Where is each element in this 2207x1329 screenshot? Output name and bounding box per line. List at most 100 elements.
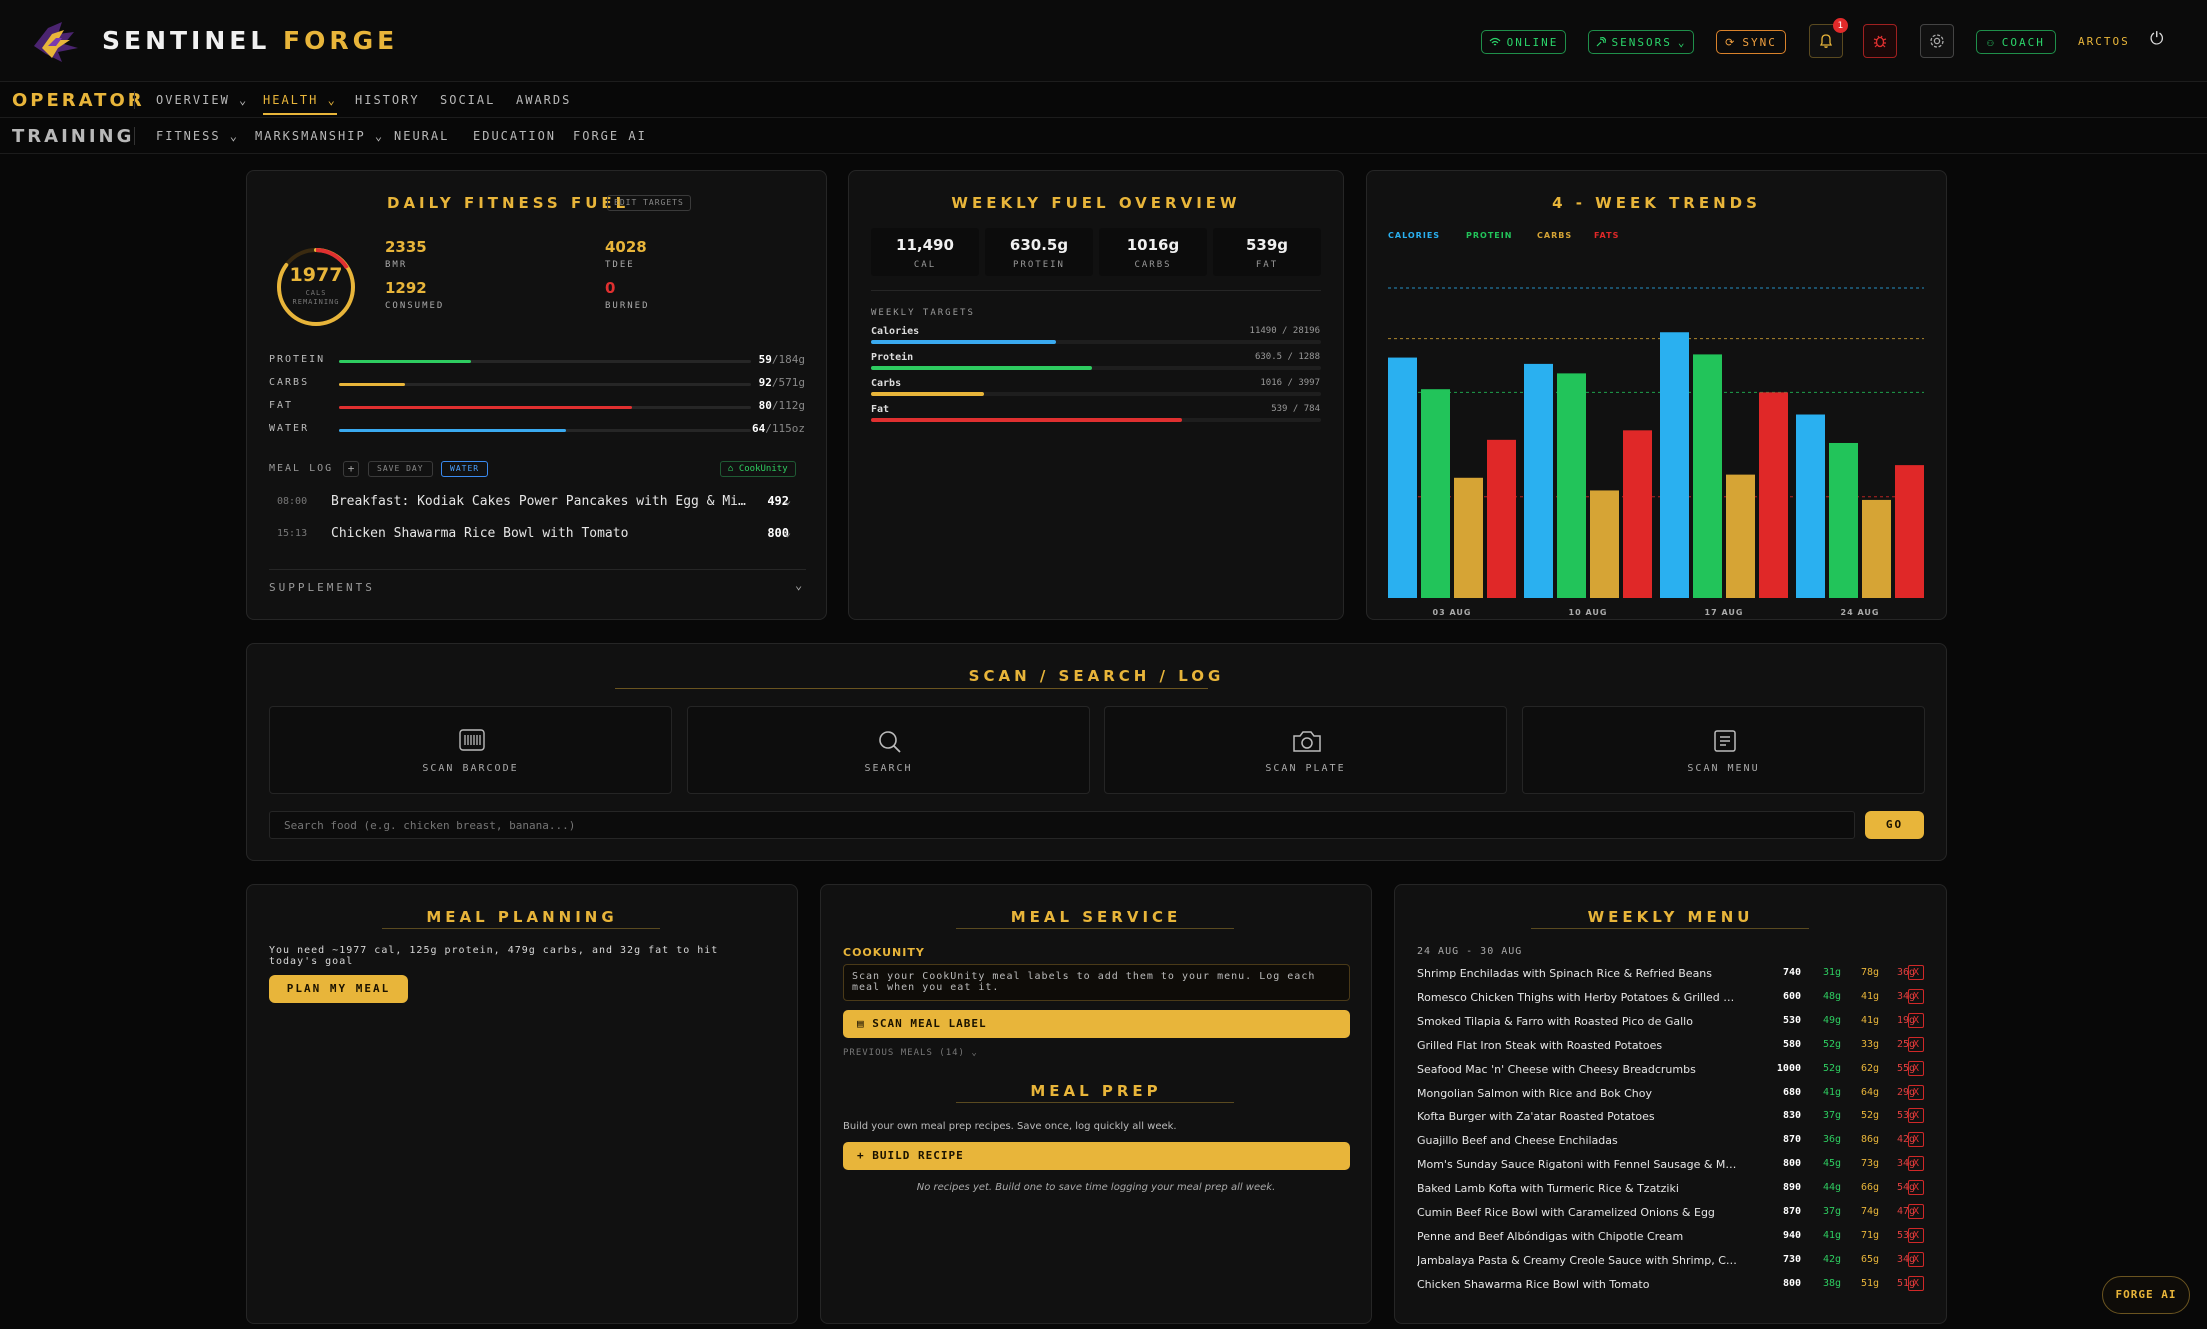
leaf-icon: ⌂ — [728, 464, 734, 474]
tab-overview[interactable]: OVERVIEW ⌄ — [156, 93, 249, 107]
weekly-title: WEEKLY FUEL OVERVIEW — [951, 194, 1241, 212]
remove-icon[interactable]: X — [1908, 1180, 1924, 1196]
chart-bar — [1590, 490, 1619, 598]
menu-item-fat: 34g — [1896, 1158, 1915, 1170]
supplements-toggle[interactable]: SUPPLEMENTS — [269, 581, 375, 594]
chevron-down-icon[interactable]: ⌄ — [784, 493, 792, 507]
go-button[interactable]: GO — [1865, 811, 1924, 839]
title-underline — [956, 1102, 1234, 1103]
add-meal-button[interactable]: + — [343, 461, 359, 477]
coach-button[interactable]: ⚇ COACH — [1976, 30, 2056, 54]
weekly-menu-row[interactable]: Mom's Sunday Sauce Rigatoni with Fennel … — [1417, 1155, 1927, 1175]
bug-report-button[interactable] — [1863, 24, 1897, 58]
menu-item-protein: 45g — [1822, 1158, 1841, 1170]
forge-ai-button[interactable]: FORGE AI — [2102, 1276, 2190, 1314]
remove-icon[interactable]: X — [1908, 1012, 1924, 1028]
cookunity-button[interactable]: ⌂ CookUnity — [720, 461, 796, 477]
tab-forge-ai[interactable]: FORGE AI — [573, 129, 647, 143]
x-tick-label: 24 AUG — [1841, 608, 1880, 617]
remove-icon[interactable]: X — [1908, 988, 1924, 1004]
weekly-menu-row[interactable]: Cumin Beef Rice Bowl with Caramelized On… — [1417, 1203, 1927, 1223]
weekly-menu-row[interactable]: Guajillo Beef and Cheese Enchiladas 870 36… — [1417, 1131, 1927, 1151]
macro-amount: 92/571g — [740, 376, 805, 389]
remove-icon[interactable]: X — [1908, 965, 1924, 980]
weekly-menu-row[interactable]: Mongolian Salmon with Rice and Bok Choy 6… — [1417, 1084, 1927, 1104]
tab-education[interactable]: EDUCATION — [473, 129, 557, 143]
remove-icon[interactable]: X — [1908, 1132, 1924, 1148]
menu-item-calories: 870 — [1782, 1134, 1801, 1146]
menu-item-fat: 19g — [1896, 1014, 1915, 1026]
tab-awards[interactable]: AWARDS — [516, 93, 572, 107]
menu-item-protein: 36g — [1822, 1134, 1841, 1146]
tab-health[interactable]: HEALTH ⌄ — [263, 93, 337, 115]
search-tile[interactable]: SEARCH — [687, 706, 1090, 794]
notifications-button[interactable]: 1 — [1809, 18, 1848, 58]
weekly-total-label: FAT — [1255, 260, 1279, 270]
weekly-menu-row[interactable]: Baked Lamb Kofta with Turmeric Rice & Tz… — [1417, 1179, 1927, 1199]
operator-nav: OPERATOR OVERVIEW ⌄ HEALTH ⌄ HISTORY SOC… — [0, 82, 2207, 118]
menu-item-carbs: 41g — [1860, 990, 1879, 1002]
tab-marksmanship[interactable]: MARKSMANSHIP ⌄ — [255, 129, 385, 143]
chevron-down-icon[interactable]: ⌄ — [795, 578, 803, 592]
trends-title: 4 - WEEK TRENDS — [1552, 194, 1761, 212]
weekly-menu-row[interactable]: Shrimp Enchiladas with Spinach Rice & Re… — [1417, 964, 1927, 984]
trends-bar-chart: 03 AUG 10 AUG 17 AUG 24 AUG — [1388, 287, 1924, 617]
meal-log-label: MEAL LOG — [269, 463, 334, 474]
remove-icon[interactable]: X — [1908, 1251, 1924, 1267]
power-icon[interactable]: ⏻ — [2150, 29, 2164, 49]
weekly-menu-row[interactable]: Chicken Shawarma Rice Bowl with Tomato 80… — [1417, 1275, 1927, 1295]
edit-targets-button[interactable]: EDIT TARGETS — [607, 195, 691, 211]
users-icon: ⚇ — [1987, 35, 1996, 49]
scan-barcode-label: SCAN BARCODE — [422, 763, 519, 774]
scan-menu-tile[interactable]: SCAN MENU — [1522, 706, 1925, 794]
username[interactable]: ARCTOS — [2078, 35, 2130, 48]
menu-item-name: Mongolian Salmon with Rice and Bok Choy — [1417, 1086, 1652, 1100]
meal-log-row[interactable]: 15:13 Chicken Shawarma Rice Bowl with Tom… — [269, 525, 806, 547]
save-day-button[interactable]: SAVE DAY — [368, 461, 433, 477]
sensors-dropdown[interactable]: SENSORS ⌄ — [1588, 30, 1694, 54]
tab-fitness[interactable]: FITNESS ⌄ — [156, 129, 240, 143]
remove-icon[interactable]: X — [1908, 1108, 1924, 1124]
menu-item-carbs: 51g — [1860, 1277, 1879, 1289]
food-search-input[interactable] — [269, 811, 1855, 839]
menu-item-fat: 54g — [1896, 1182, 1915, 1194]
scan-meal-label-button[interactable]: ▤ SCAN MEAL LABEL — [843, 1010, 1350, 1038]
build-recipe-button[interactable]: + BUILD RECIPE — [843, 1142, 1350, 1170]
tab-history[interactable]: HISTORY — [355, 93, 420, 107]
scan-menu-label: SCAN MENU — [1687, 763, 1760, 774]
remove-icon[interactable]: X — [1908, 1204, 1924, 1219]
weekly-targets-label: WEEKLY TARGETS — [871, 308, 975, 318]
title-underline — [1531, 928, 1809, 929]
online-status-button[interactable]: ONLINE — [1481, 30, 1566, 54]
weekly-menu-row[interactable]: Romesco Chicken Thighs with Herby Potato… — [1417, 988, 1927, 1008]
weekly-menu-row[interactable]: Smoked Tilapia & Farro with Roasted Pico… — [1417, 1012, 1927, 1032]
weekly-menu-row[interactable]: Jambalaya Pasta & Creamy Creole Sauce wi… — [1417, 1251, 1927, 1271]
settings-button[interactable] — [1920, 24, 1954, 58]
chart-bar — [1693, 354, 1722, 598]
menu-item-name: Chicken Shawarma Rice Bowl with Tomato — [1417, 1277, 1650, 1291]
chevron-down-icon[interactable]: ⌄ — [784, 525, 792, 539]
water-button[interactable]: WATER — [441, 461, 489, 477]
remove-icon[interactable]: X — [1908, 1036, 1924, 1052]
remove-icon[interactable]: X — [1908, 1156, 1924, 1172]
sync-button[interactable]: ⟳ SYNC — [1716, 30, 1786, 54]
meal-log-row[interactable]: 08:00 Breakfast: Kodiak Cakes Power Panca… — [269, 493, 806, 515]
tab-social[interactable]: SOCIAL — [440, 93, 496, 107]
search-icon — [879, 731, 901, 753]
remove-icon[interactable]: X — [1908, 1227, 1924, 1243]
scan-barcode-tile[interactable]: SCAN BARCODE — [269, 706, 672, 794]
weekly-menu-row[interactable]: Kofta Burger with Za'atar Roasted Potato… — [1417, 1107, 1927, 1127]
remove-icon[interactable]: X — [1908, 1084, 1924, 1100]
weekly-menu-row[interactable]: Seafood Mac 'n' Cheese with Cheesy Bread… — [1417, 1060, 1927, 1080]
remove-icon[interactable]: X — [1908, 1275, 1924, 1291]
plan-my-meal-button[interactable]: PLAN MY MEAL — [269, 975, 408, 1003]
remove-icon[interactable]: X — [1908, 1060, 1924, 1076]
scan-plate-tile[interactable]: SCAN PLATE — [1104, 706, 1507, 794]
menu-item-name: Jambalaya Pasta & Creamy Creole Sauce wi… — [1417, 1253, 1737, 1267]
menu-item-name: Cumin Beef Rice Bowl with Caramelized On… — [1417, 1206, 1715, 1219]
weekly-target-label: Carbs — [871, 378, 902, 389]
tab-neural[interactable]: NEURAL — [394, 129, 450, 143]
weekly-menu-row[interactable]: Penne and Beef Albóndigas with Chipotle … — [1417, 1227, 1927, 1247]
previous-meals-toggle[interactable]: PREVIOUS MEALS (14) ⌄ — [843, 1048, 978, 1058]
weekly-menu-row[interactable]: Grilled Flat Iron Steak with Roasted Pot… — [1417, 1036, 1927, 1056]
